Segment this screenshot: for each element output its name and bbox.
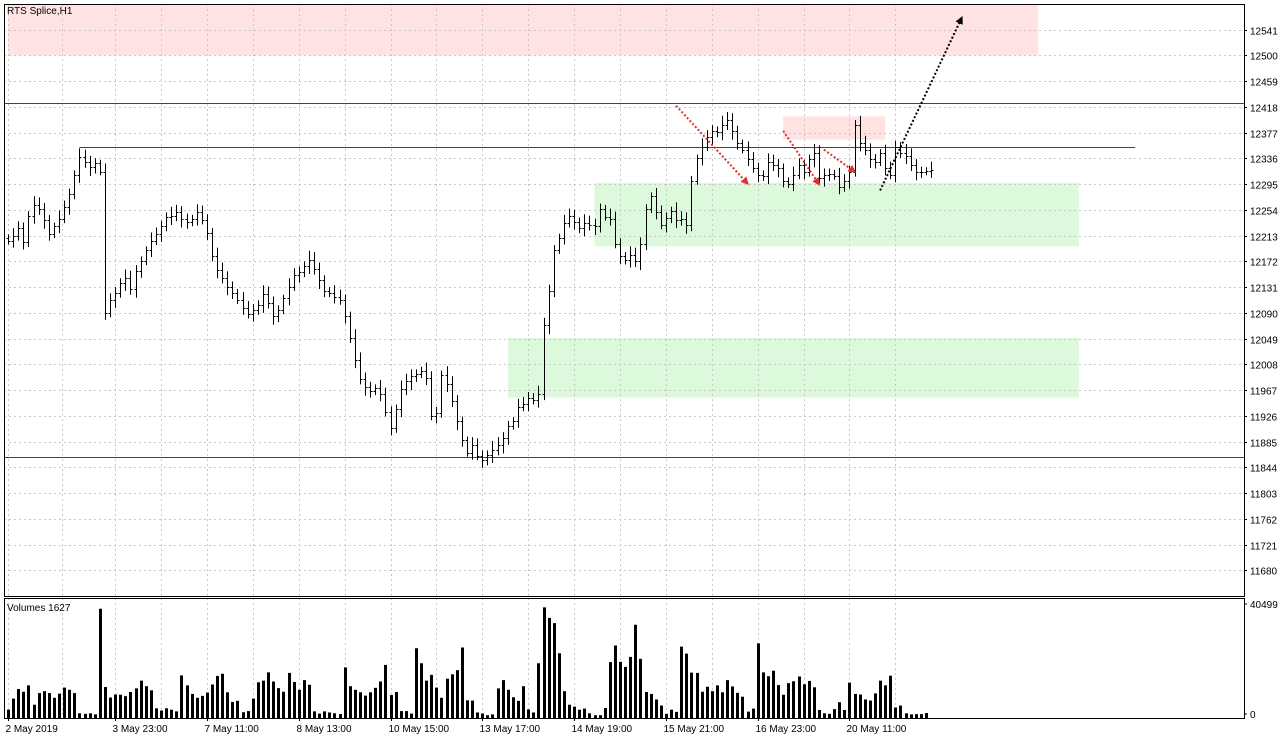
main-panel-frame: [4, 4, 1245, 597]
axis-layer: 12541 12500 12459 12418 12377 12336 12295 12254…: [6, 27, 1279, 736]
price-axis-label: 12459: [1250, 78, 1278, 89]
price-axis-label: 11967: [1250, 387, 1278, 398]
price-axis-label: 11803: [1250, 490, 1278, 501]
price-axis-label: 12336: [1250, 155, 1278, 166]
price-axis-label: 11844: [1250, 464, 1278, 475]
price-axis-label: 11721: [1250, 542, 1278, 553]
price-axis-label: 12172: [1250, 258, 1278, 269]
volume-axis-label: 40499: [1250, 600, 1278, 611]
price-axis-label: 12213: [1250, 233, 1278, 244]
volume-axis-label: 0: [1250, 710, 1256, 721]
price-axis-label: 12090: [1250, 310, 1278, 321]
arrow-down-move: [675, 105, 749, 186]
time-axis-label: 8 May 13:00: [297, 724, 352, 735]
time-axis-label: 20 May 11:00: [847, 724, 907, 735]
price-axis-label: 12500: [1250, 52, 1278, 63]
price-axis-label: 12295: [1250, 181, 1278, 192]
time-axis-label: 2 May 2019: [6, 724, 59, 735]
price-bars-layer: [6, 111, 934, 468]
arrows-layer: [675, 16, 963, 191]
frame-layer: [4, 4, 1245, 719]
arrow-down-move: [782, 130, 821, 186]
price-axis-label: 12541: [1250, 27, 1278, 38]
zones-layer: [8, 5, 1079, 398]
chart-title: RTS Splice,H1: [7, 6, 73, 17]
time-axis-label: 10 May 15:00: [389, 724, 450, 735]
time-axis-label: 13 May 17:00: [480, 724, 541, 735]
time-axis-label: 3 May 23:00: [113, 724, 168, 735]
price-axis-label: 12418: [1250, 104, 1278, 115]
price-axis-label: 11926: [1250, 413, 1278, 424]
price-axis-label: 12131: [1250, 284, 1278, 295]
price-axis-label: 12049: [1250, 336, 1278, 347]
volume-panel-title: Volumes 1627: [7, 603, 71, 614]
supply-zone: [8, 5, 1039, 56]
demand-zone: [594, 182, 1079, 247]
price-axis-label: 11762: [1250, 516, 1278, 527]
volume-panel-frame: [4, 598, 1245, 719]
time-axis-label: 7 May 11:00: [205, 724, 260, 735]
price-axis-label: 11680: [1250, 567, 1278, 578]
levels-layer: [4, 103, 1244, 458]
price-axis-label: 11885: [1250, 439, 1278, 450]
time-axis-label: 14 May 19:00: [572, 724, 633, 735]
price-axis-label: 12377: [1250, 130, 1278, 141]
time-axis-label: 15 May 21:00: [664, 724, 725, 735]
volume-bars-layer: [7, 607, 928, 718]
grid-layer: [4, 4, 1244, 718]
demand-zone: [507, 337, 1079, 398]
price-axis-label: 12008: [1250, 361, 1278, 372]
price-axis-label: 12254: [1250, 207, 1278, 218]
supply-zone: [783, 116, 886, 140]
time-axis-label: 16 May 23:00: [756, 724, 817, 735]
